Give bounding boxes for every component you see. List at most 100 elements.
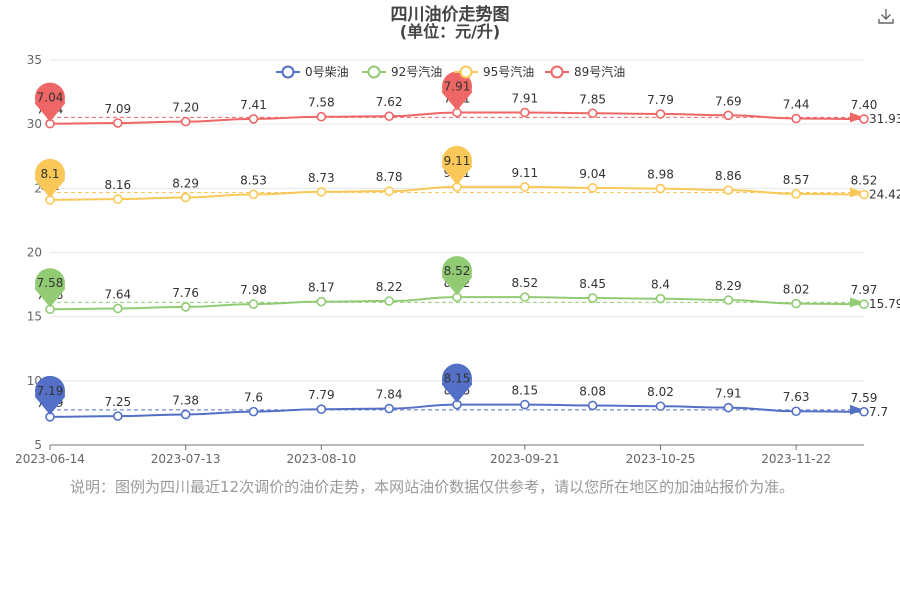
data-point[interactable] bbox=[655, 293, 666, 304]
data-point[interactable] bbox=[316, 111, 327, 122]
data-label: 7.09 bbox=[104, 102, 131, 116]
series-layer: 7.19 7.25 7.38 7.6 7.79 7.84 8.15 8.15 8.08 8.02 7… bbox=[37, 91, 900, 422]
end-label: 7.7 bbox=[869, 405, 888, 419]
data-label: 7.64 bbox=[104, 287, 131, 301]
data-label: 8.53 bbox=[240, 173, 267, 187]
data-label: 8.78 bbox=[376, 170, 403, 184]
data-label: 7.25 bbox=[104, 395, 131, 409]
data-point[interactable] bbox=[113, 411, 123, 421]
data-label: 8.86 bbox=[715, 169, 742, 183]
data-point[interactable] bbox=[791, 189, 801, 199]
data-point[interactable] bbox=[316, 296, 327, 307]
legend[interactable]: 0号柴油 92号汽油 95号汽油 89号汽油 bbox=[276, 64, 625, 79]
data-label: 7.97 bbox=[851, 283, 878, 297]
data-label: 8.29 bbox=[172, 176, 199, 190]
data-point[interactable] bbox=[859, 114, 869, 124]
marker-pin-label: 7.91 bbox=[444, 79, 471, 93]
data-label: 8.16 bbox=[104, 178, 131, 192]
data-point[interactable] bbox=[723, 185, 734, 195]
y-tick-label: 20 bbox=[27, 246, 42, 260]
data-point[interactable] bbox=[791, 406, 801, 417]
y-tick-label: 30 bbox=[27, 117, 42, 131]
data-point[interactable] bbox=[723, 295, 734, 305]
data-point[interactable] bbox=[113, 118, 123, 128]
data-point[interactable] bbox=[520, 292, 530, 302]
pin-layer: 8.15 7.19 8.52 7.58 9.11 8.1 7.91 7.04 bbox=[35, 71, 472, 415]
x-tick-label: 2023-07-13 bbox=[151, 452, 221, 466]
legend-item[interactable]: 92号汽油 bbox=[362, 64, 442, 79]
data-point[interactable] bbox=[248, 114, 259, 124]
data-point[interactable] bbox=[113, 194, 123, 204]
data-point[interactable] bbox=[520, 107, 530, 118]
data-label: 8.17 bbox=[308, 281, 335, 295]
data-label: 7.69 bbox=[715, 94, 742, 108]
data-point[interactable] bbox=[180, 409, 191, 420]
marker-pin: 8.15 bbox=[442, 363, 472, 403]
legend-label: 89号汽油 bbox=[574, 64, 625, 79]
marker-pin: 7.19 bbox=[35, 375, 65, 415]
x-tick-label: 2023-08-10 bbox=[286, 452, 356, 466]
data-point[interactable] bbox=[859, 406, 869, 417]
data-point[interactable] bbox=[520, 399, 530, 410]
end-label: 15.79 bbox=[869, 297, 900, 311]
data-label: 8.57 bbox=[783, 173, 810, 187]
data-point[interactable] bbox=[587, 293, 598, 303]
data-point[interactable] bbox=[248, 406, 259, 417]
data-point[interactable] bbox=[587, 183, 598, 193]
data-label: 7.63 bbox=[783, 390, 810, 404]
y-tick-label: 5 bbox=[34, 438, 42, 452]
marker-pin: 7.58 bbox=[35, 268, 65, 308]
data-label: 8.52 bbox=[851, 173, 878, 187]
download-icon[interactable] bbox=[876, 6, 896, 26]
y-tick-label: 15 bbox=[27, 310, 42, 324]
data-point[interactable] bbox=[248, 189, 259, 200]
data-point[interactable] bbox=[384, 186, 394, 196]
series-1: 7.587.647.767.988.178.228.528.528.458.48… bbox=[37, 276, 900, 315]
marker-pin-label: 7.19 bbox=[37, 384, 64, 398]
data-point[interactable] bbox=[248, 299, 259, 309]
data-point[interactable] bbox=[723, 110, 734, 121]
data-point[interactable] bbox=[655, 401, 666, 412]
data-label: 7.40 bbox=[851, 98, 878, 112]
data-label: 7.41 bbox=[240, 98, 267, 112]
data-point[interactable] bbox=[384, 296, 394, 306]
data-point[interactable] bbox=[180, 192, 191, 203]
data-point[interactable] bbox=[791, 113, 801, 124]
data-label: 7.20 bbox=[172, 101, 199, 115]
data-point[interactable] bbox=[655, 183, 666, 194]
data-point[interactable] bbox=[316, 404, 327, 414]
data-label: 7.84 bbox=[376, 388, 403, 402]
data-label: 7.76 bbox=[172, 286, 199, 300]
data-label: 7.79 bbox=[647, 93, 674, 107]
data-label: 7.91 bbox=[511, 91, 538, 105]
series-3: 7.047.097.207.417.587.627.917.917.857.79… bbox=[37, 91, 900, 129]
legend-item[interactable]: 89号汽油 bbox=[545, 64, 625, 79]
end-label: 24.42 bbox=[869, 187, 900, 201]
data-point[interactable] bbox=[384, 111, 394, 122]
data-point[interactable] bbox=[180, 116, 191, 127]
data-point[interactable] bbox=[384, 403, 394, 414]
data-point[interactable] bbox=[316, 186, 327, 197]
data-point[interactable] bbox=[791, 298, 801, 309]
legend-label: 95号汽油 bbox=[483, 64, 534, 79]
data-point[interactable] bbox=[113, 303, 123, 314]
data-label: 7.62 bbox=[376, 95, 403, 109]
series-2: 8.18.168.298.538.738.789.119.119.048.988… bbox=[40, 166, 900, 205]
data-point[interactable] bbox=[180, 302, 191, 312]
data-label: 9.04 bbox=[579, 167, 606, 181]
y-tick-label: 35 bbox=[27, 53, 42, 67]
data-point[interactable] bbox=[655, 109, 666, 119]
data-point[interactable] bbox=[587, 108, 598, 119]
data-point[interactable] bbox=[859, 299, 869, 310]
legend-item[interactable]: 0号柴油 bbox=[276, 65, 349, 79]
marker-pin: 7.91 bbox=[442, 71, 472, 111]
data-point[interactable] bbox=[587, 400, 598, 411]
legend-label: 92号汽油 bbox=[391, 64, 442, 79]
data-point[interactable] bbox=[859, 189, 869, 200]
data-label: 8.52 bbox=[511, 276, 538, 290]
legend-item[interactable]: 95号汽油 bbox=[454, 64, 534, 79]
marker-pin: 8.52 bbox=[442, 256, 472, 296]
data-point[interactable] bbox=[723, 402, 734, 413]
data-point[interactable] bbox=[520, 182, 530, 192]
data-label: 7.58 bbox=[308, 96, 335, 110]
